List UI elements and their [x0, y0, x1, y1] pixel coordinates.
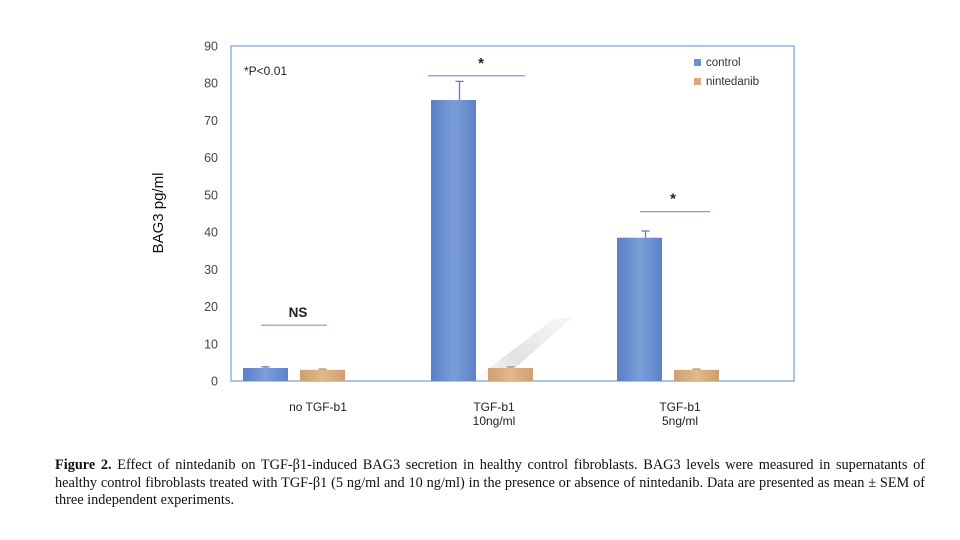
significance-label: *: [670, 191, 676, 208]
legend: control nintedanib: [694, 57, 759, 88]
bars: [243, 80, 719, 381]
y-tick-label: 70: [204, 114, 218, 128]
x-tick-label: TGF-b1: [659, 400, 701, 414]
y-tick-label: 30: [204, 263, 218, 277]
y-tick-label: 90: [204, 40, 218, 54]
y-tick-label: 10: [204, 337, 218, 351]
bar-shadow: [472, 318, 572, 381]
caption-text: Effect of nintedanib on TGF-β1-induced B…: [55, 457, 925, 508]
bar-shadow: [472, 318, 572, 381]
y-tick-label: 60: [204, 151, 218, 165]
y-tick-label: 0: [211, 375, 218, 389]
x-tick-label: 5ng/ml: [662, 414, 698, 428]
y-axis-label: BAG3 pg/ml: [150, 173, 167, 254]
legend-swatch-control: [694, 59, 701, 66]
x-tick-label: 10ng/ml: [473, 414, 516, 428]
bar-nintedanib-2: [674, 369, 719, 381]
caption-label: Figure 2.: [55, 457, 112, 473]
bar-control-0: [243, 367, 288, 381]
figure-caption: Figure 2. Effect of nintedanib on TGF-β1…: [55, 457, 925, 510]
x-tick-label: TGF-b1: [473, 400, 515, 414]
bar-nintedanib-1: [488, 367, 533, 381]
bar-control-2: [617, 237, 662, 381]
y-tick-label: 80: [204, 77, 218, 91]
legend-label-control: control: [706, 57, 741, 69]
significance-note: *P<0.01: [244, 64, 287, 78]
x-tick-label: no TGF-b1: [289, 400, 347, 414]
legend-label-nintedanib: nintedanib: [706, 76, 759, 88]
y-tick-label: 50: [204, 188, 218, 202]
y-axis: 0 10 20 30 40 50 60 70 80 90: [204, 40, 218, 389]
significance-label: NS: [289, 305, 308, 320]
bar-control-1: [431, 99, 476, 381]
legend-swatch-nintedanib: [694, 78, 701, 85]
y-tick-label: 40: [204, 226, 218, 240]
significance-label: *: [478, 55, 484, 72]
bar-nintedanib-0: [300, 369, 345, 381]
y-tick-label: 20: [204, 300, 218, 314]
annotations: *P<0.01 NS * *: [244, 55, 710, 326]
plot-frame: [230, 45, 795, 382]
